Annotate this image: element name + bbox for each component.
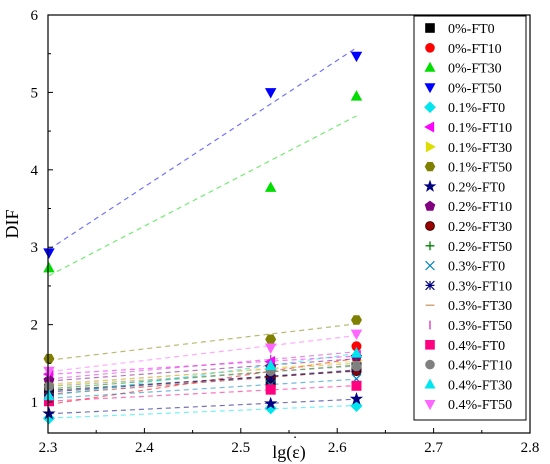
- legend-marker: [424, 101, 436, 114]
- x-axis-ticks: 2.3 2.4 2.5 2.6 2.7 2.8: [39, 428, 540, 456]
- y-axis-ticks: 1 2 3 4 5 6: [31, 8, 53, 411]
- data-point: [350, 315, 363, 325]
- legend-label: 0.4%-FT30: [448, 378, 512, 393]
- legend-label: 0%-FT10: [448, 42, 502, 57]
- data-point: [265, 334, 277, 345]
- legend-label: 0.2%-FT30: [448, 220, 512, 235]
- legend-label: 0.4%-FT0: [448, 339, 505, 354]
- legend-marker: [425, 359, 435, 370]
- fit-line: [48, 384, 357, 402]
- data-point: [43, 248, 55, 259]
- data-point: [350, 329, 363, 341]
- data-point: [43, 262, 55, 273]
- data-point: [264, 343, 277, 354]
- data-point: [43, 353, 55, 364]
- x-tick-label: 2.5: [231, 440, 250, 456]
- data-point: [350, 347, 363, 358]
- y-axis-label: DIF: [2, 209, 22, 238]
- x-tick-label: 2.3: [39, 440, 58, 456]
- x-axis-label-dot: ˙: [292, 434, 297, 451]
- legend-marker: [425, 241, 435, 251]
- legend: 0%-FT0 0%-FT10 0%-FT30 0%-FT50 0.1%-FT0 0.1%-…: [413, 15, 527, 421]
- legend-marker: [424, 378, 436, 389]
- fit-line: [48, 365, 357, 387]
- y-tick-label: 4: [31, 163, 39, 179]
- fit-line: [48, 334, 357, 373]
- fit-line: [48, 369, 357, 395]
- legend-marker: [425, 339, 435, 350]
- data-point: [265, 384, 276, 395]
- data-point: [264, 359, 277, 370]
- legend-label: 0.1%-FT0: [448, 101, 505, 116]
- legend-label: 0.1%-FT50: [448, 161, 512, 176]
- legend-label: 0.3%-FT30: [448, 299, 512, 314]
- y-tick-label: 3: [31, 240, 39, 256]
- data-point: [350, 51, 363, 63]
- x-axis-label: lg(ε): [272, 442, 306, 463]
- legend-marker: [424, 200, 436, 211]
- fit-line: [48, 47, 357, 250]
- data-point: [350, 399, 363, 412]
- legend-label: 0%-FT0: [448, 22, 495, 37]
- legend-label: 0.3%-FT50: [448, 319, 512, 334]
- fit-line: [48, 352, 357, 397]
- data-point: [265, 373, 276, 384]
- legend-label: 0.4%-FT10: [448, 359, 512, 374]
- legend-marker: [424, 162, 436, 172]
- data-point: [264, 88, 277, 99]
- legend-marker: [425, 260, 435, 271]
- data-point: [264, 181, 277, 192]
- data-point: [264, 396, 278, 410]
- data-point: [350, 90, 363, 101]
- legend-marker: [423, 179, 437, 192]
- legend-label: 0.2%-FT10: [448, 200, 512, 215]
- legend-marker: [424, 400, 436, 411]
- x-tick-label: 2.8: [521, 440, 540, 456]
- x-tick-label: 2.6: [328, 440, 347, 456]
- legend-marker: [425, 23, 435, 33]
- legend-label: 0%-FT30: [448, 62, 502, 77]
- legend-label: 0.1%-FT10: [448, 121, 512, 136]
- legend-marker: [425, 280, 435, 291]
- legend-label: 0%-FT50: [448, 81, 502, 96]
- legend-label: 0.3%-FT10: [448, 279, 512, 294]
- fit-line: [48, 358, 357, 382]
- legend-marker: [424, 61, 436, 72]
- legend-label: 0.2%-FT0: [448, 180, 505, 195]
- legend-marker: [425, 141, 436, 153]
- y-tick-label: 2: [31, 318, 39, 334]
- data-markers: [42, 51, 364, 425]
- data-point: [43, 389, 55, 401]
- legend-marker: [425, 42, 435, 53]
- fit-line: [48, 378, 357, 399]
- data-point: [351, 361, 362, 372]
- legend-label: 0.3%-FT0: [448, 260, 505, 275]
- fit-lines: [48, 47, 357, 419]
- legend-marker: [425, 221, 435, 231]
- legend-marker: [424, 121, 435, 133]
- fit-line: [48, 398, 357, 415]
- legend-marker: [424, 83, 436, 94]
- y-tick-label: 5: [31, 85, 39, 101]
- legend-label: 0.4%-FT50: [448, 398, 512, 413]
- fit-line: [48, 364, 357, 390]
- fit-line: [48, 404, 357, 419]
- legend-label: 0.1%-FT30: [448, 141, 512, 156]
- fit-line: [48, 323, 357, 361]
- legend-label: 0.2%-FT50: [448, 240, 512, 255]
- data-point: [43, 366, 55, 378]
- fit-line: [48, 351, 357, 380]
- fit-line: [48, 115, 357, 277]
- data-point: [349, 391, 364, 405]
- x-tick-label: 2.4: [135, 440, 154, 456]
- fit-line: [48, 369, 357, 393]
- data-point: [42, 406, 56, 420]
- y-tick-label: 1: [31, 395, 39, 411]
- data-point: [351, 380, 362, 391]
- x-tick-label: 2.7: [424, 440, 443, 456]
- fit-line: [48, 362, 357, 385]
- y-tick-label: 6: [31, 8, 39, 24]
